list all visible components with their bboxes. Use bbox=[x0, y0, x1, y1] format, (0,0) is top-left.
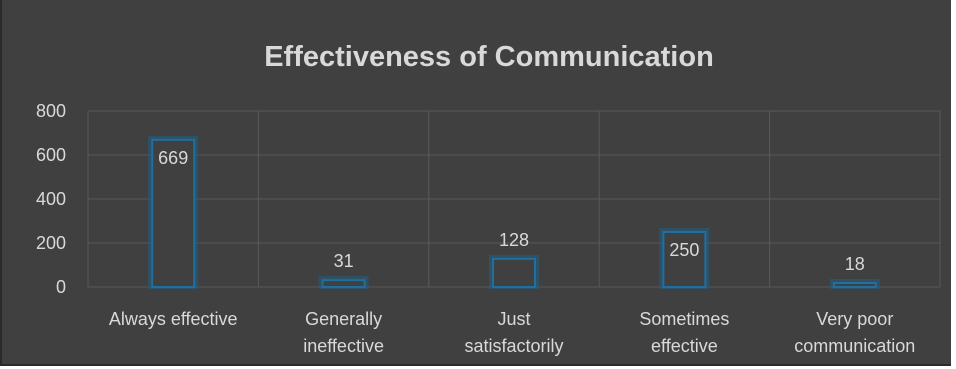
bar bbox=[832, 282, 877, 288]
gridlines bbox=[87, 110, 941, 288]
bars bbox=[148, 135, 880, 289]
x-axis-categories: Always effective Generally ineffective Just… bbox=[109, 309, 915, 356]
y-tick-label: 0 bbox=[56, 277, 66, 297]
category-label: communication bbox=[794, 336, 915, 356]
bar bbox=[662, 231, 707, 288]
bar bbox=[321, 279, 366, 288]
category-label: effective bbox=[651, 336, 718, 356]
category-label: Just bbox=[497, 309, 530, 329]
category-label: Generally bbox=[305, 309, 382, 329]
category-label: ineffective bbox=[303, 336, 384, 356]
data-label: 250 bbox=[669, 240, 699, 260]
y-tick-label: 600 bbox=[36, 145, 66, 165]
data-label: 128 bbox=[499, 230, 529, 250]
category-label: Always effective bbox=[109, 309, 238, 329]
y-tick-label: 800 bbox=[36, 101, 66, 121]
bar bbox=[492, 257, 536, 288]
y-tick-label: 400 bbox=[36, 189, 66, 209]
y-axis-ticks: 0 200 400 600 800 bbox=[36, 101, 66, 297]
category-label: satisfactorily bbox=[464, 336, 563, 356]
data-label: 669 bbox=[158, 148, 188, 168]
data-label: 31 bbox=[334, 251, 354, 271]
y-tick-label: 200 bbox=[36, 233, 66, 253]
category-label: Sometimes bbox=[639, 309, 729, 329]
chart-title: Effectiveness of Communication bbox=[264, 41, 714, 73]
data-label: 18 bbox=[845, 254, 865, 274]
data-labels: 669 31 128 250 18 bbox=[158, 148, 865, 274]
category-label: Very poor bbox=[816, 309, 893, 329]
bar bbox=[151, 138, 196, 288]
